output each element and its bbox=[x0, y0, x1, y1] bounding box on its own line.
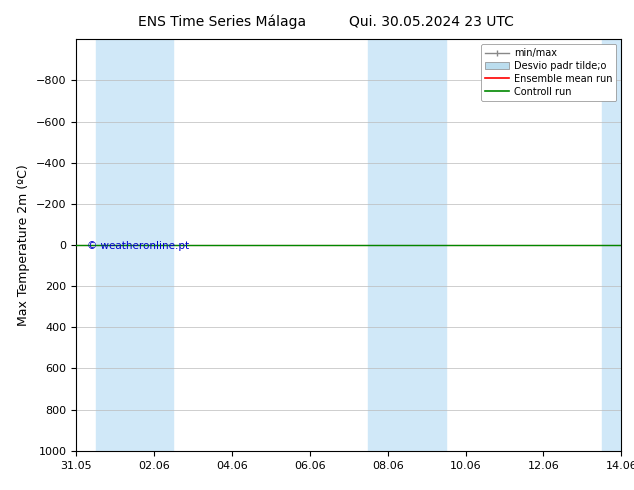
Text: Qui. 30.05.2024 23 UTC: Qui. 30.05.2024 23 UTC bbox=[349, 15, 514, 29]
Bar bbox=[368, 39, 446, 451]
Legend: min/max, Desvio padr tilde;o, Ensemble mean run, Controll run: min/max, Desvio padr tilde;o, Ensemble m… bbox=[481, 44, 616, 100]
Bar bbox=[602, 39, 621, 451]
Bar bbox=[96, 39, 174, 451]
Text: ENS Time Series Málaga: ENS Time Series Málaga bbox=[138, 15, 306, 29]
Y-axis label: Max Temperature 2m (ºC): Max Temperature 2m (ºC) bbox=[17, 164, 30, 326]
Text: © weatheronline.pt: © weatheronline.pt bbox=[87, 241, 189, 251]
